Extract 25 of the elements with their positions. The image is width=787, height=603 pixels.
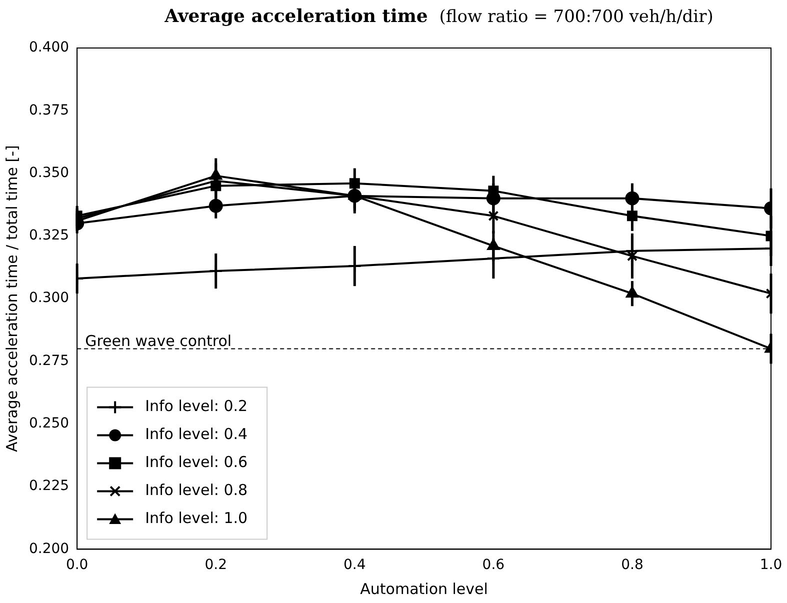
x-axis-title: Automation level xyxy=(360,580,488,598)
y-tick-label: 0.350 xyxy=(28,164,70,181)
legend-label: Info level: 0.8 xyxy=(145,481,248,500)
y-tick-label: 0.300 xyxy=(28,290,70,306)
chart-subtitle: (flow ratio = 700:700 veh/h/dir) xyxy=(439,7,714,27)
x-tick-label: 0.6 xyxy=(482,557,505,574)
legend-label: Info level: 0.4 xyxy=(145,425,248,444)
y-tick-label: 0.275 xyxy=(28,352,70,369)
legend-label: Info level: 0.6 xyxy=(145,453,248,472)
y-tick-label: 0.325 xyxy=(28,228,70,244)
chart-title: Average acceleration time xyxy=(164,6,428,27)
x-tick-label: 1.0 xyxy=(760,557,782,574)
y-axis-title: Average acceleration time / total time [-] xyxy=(2,145,21,452)
x-tick-label: 0.4 xyxy=(344,557,366,574)
x-tick-label: 0.2 xyxy=(204,557,227,574)
x-tick-label: 0.8 xyxy=(621,557,644,574)
y-tick-label: 0.200 xyxy=(28,540,70,557)
y-tick-label: 0.250 xyxy=(28,416,70,432)
y-tick-label: 0.225 xyxy=(28,478,70,494)
y-tick-label: 0.400 xyxy=(28,40,70,56)
legend-label: Info level: 0.2 xyxy=(145,397,248,416)
legend-label: Info level: 1.0 xyxy=(145,509,248,528)
x-tick-label: 0.0 xyxy=(66,557,88,574)
y-tick-label: 0.375 xyxy=(28,102,70,118)
ref-line-label: Green wave control xyxy=(85,332,232,350)
